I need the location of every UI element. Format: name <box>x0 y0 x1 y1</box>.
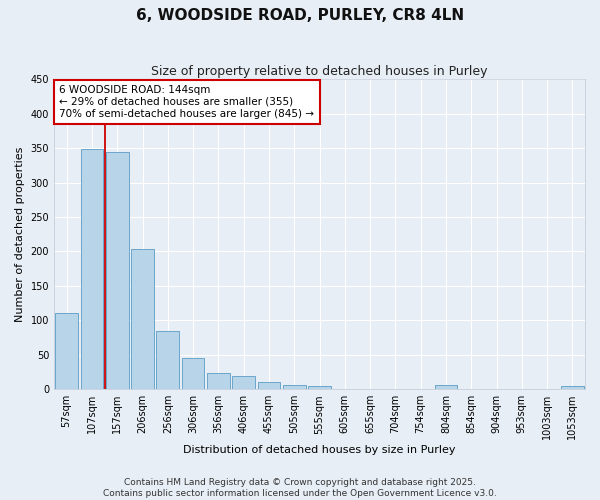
Bar <box>182 358 205 389</box>
Bar <box>232 376 255 389</box>
Bar <box>308 386 331 389</box>
Bar <box>106 152 128 389</box>
Bar <box>434 385 457 389</box>
Text: Contains HM Land Registry data © Crown copyright and database right 2025.
Contai: Contains HM Land Registry data © Crown c… <box>103 478 497 498</box>
Bar <box>207 372 230 389</box>
Bar <box>55 314 78 389</box>
Y-axis label: Number of detached properties: Number of detached properties <box>15 146 25 322</box>
Bar <box>283 385 305 389</box>
Bar <box>561 386 584 389</box>
Bar <box>131 248 154 389</box>
Title: Size of property relative to detached houses in Purley: Size of property relative to detached ho… <box>151 65 488 78</box>
Text: 6 WOODSIDE ROAD: 144sqm
← 29% of detached houses are smaller (355)
70% of semi-d: 6 WOODSIDE ROAD: 144sqm ← 29% of detache… <box>59 86 314 118</box>
Bar <box>80 150 103 389</box>
Bar <box>257 382 280 389</box>
Bar <box>157 330 179 389</box>
X-axis label: Distribution of detached houses by size in Purley: Distribution of detached houses by size … <box>183 445 456 455</box>
Text: 6, WOODSIDE ROAD, PURLEY, CR8 4LN: 6, WOODSIDE ROAD, PURLEY, CR8 4LN <box>136 8 464 22</box>
